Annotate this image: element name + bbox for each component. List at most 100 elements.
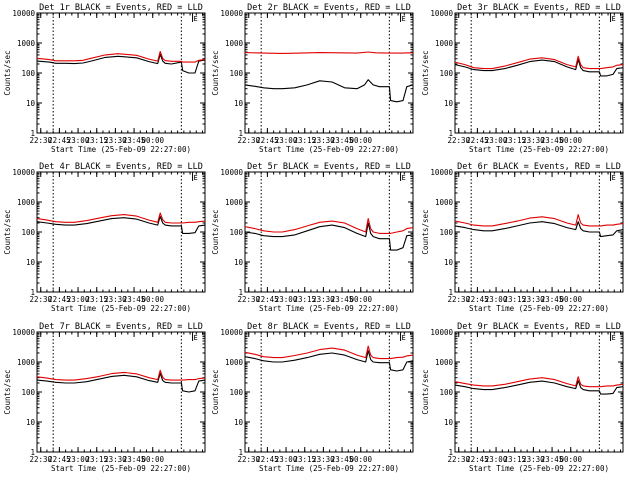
y-tick-label: 1000	[435, 358, 454, 367]
series-line-events	[36, 53, 206, 74]
x-tick-label: 23:15	[85, 136, 108, 145]
y-tick-label: 10	[444, 258, 454, 267]
flag-label: E	[194, 15, 198, 23]
x-tick-label: 23:45	[123, 136, 146, 145]
series-line-lld	[244, 218, 414, 234]
x-axis-label: Start Time (25-Feb-09 22:27:00)	[469, 464, 609, 473]
panel-det-6: Det 6r BLACK = Events, RED = LLD 1 10 100 10…	[421, 162, 624, 313]
x-tick-label: 22:30	[237, 136, 260, 145]
panel-title: Det 5r BLACK = Events, RED = LLD	[247, 162, 411, 172]
y-tick-label: 100	[21, 228, 35, 237]
x-axis-label: Start Time (25-Feb-09 22:27:00)	[51, 304, 191, 313]
y-tick-label: 10000	[430, 168, 453, 177]
y-axis-label: Counts/sec	[3, 209, 12, 254]
x-tick-label: 23:45	[541, 136, 564, 145]
flag-label: E	[612, 174, 616, 182]
x-tick-label: 00:00	[141, 136, 164, 145]
x-tick-label: 23:00	[67, 455, 90, 464]
x-tick-label: 00:00	[349, 295, 372, 304]
x-tick-label: 22:45	[466, 136, 489, 145]
y-tick-label: 1	[30, 448, 35, 457]
x-tick-label: 22:30	[447, 455, 470, 464]
panel-title: Det 4r BLACK = Events, RED = LLD	[39, 162, 203, 172]
x-tick-label: 22:30	[447, 295, 470, 304]
y-tick-label: 1	[30, 129, 35, 138]
x-tick-label: 00:00	[349, 455, 372, 464]
panel-det-8: Det 8r BLACK = Events, RED = LLD 1 10 100 10…	[211, 322, 414, 473]
panel-title: Det 2r BLACK = Events, RED = LLD	[247, 3, 411, 13]
panel-title: Det 3r BLACK = Events, RED = LLD	[457, 3, 621, 13]
y-tick-label: 1	[238, 129, 243, 138]
x-tick-label: 23:30	[522, 455, 545, 464]
y-tick-label: 10	[234, 99, 244, 108]
series-line-lld	[36, 50, 206, 63]
y-tick-label: 10000	[220, 328, 243, 337]
x-tick-label: 23:30	[312, 136, 335, 145]
x-tick-label: 00:00	[559, 136, 582, 145]
series-line-events	[454, 221, 624, 238]
plot-frame	[454, 12, 624, 134]
x-axis-label: Start Time (25-Feb-09 22:27:00)	[51, 464, 191, 473]
panel-title: Det 9r BLACK = Events, RED = LLD	[457, 322, 621, 332]
y-tick-label: 1000	[225, 358, 244, 367]
y-axis-label: Counts/sec	[211, 209, 220, 254]
flag-label: E	[402, 15, 406, 23]
series-line-events	[454, 380, 624, 395]
plot-frame	[244, 12, 414, 134]
y-tick-label: 1	[448, 288, 453, 297]
x-tick-label: 23:45	[123, 455, 146, 464]
y-tick-label: 100	[21, 388, 35, 397]
y-tick-label: 10	[26, 418, 36, 427]
y-tick-label: 10000	[12, 328, 35, 337]
x-tick-label: 23:15	[503, 136, 526, 145]
y-tick-label: 1000	[225, 198, 244, 207]
series-line-events	[36, 215, 206, 234]
plot-frame	[36, 12, 206, 134]
y-tick-label: 10000	[430, 328, 453, 337]
y-tick-label: 100	[229, 228, 243, 237]
series-line-lld	[36, 369, 206, 381]
panel-det-1: Det 1r BLACK = Events, RED = LLD 1 10 100 10…	[3, 3, 206, 154]
y-axis-label: Counts/sec	[3, 369, 12, 414]
x-tick-label: 23:45	[331, 455, 354, 464]
plot-frame	[244, 331, 414, 453]
series-line-lld	[454, 376, 624, 388]
y-tick-label: 100	[439, 388, 453, 397]
series-line-events	[244, 222, 414, 251]
x-axis-label: Start Time (25-Feb-09 22:27:00)	[51, 145, 191, 154]
flag-label: E	[194, 174, 198, 182]
y-tick-label: 1	[238, 448, 243, 457]
x-tick-label: 23:30	[522, 295, 545, 304]
y-tick-label: 100	[229, 69, 243, 78]
panel-det-3: Det 3r BLACK = Events, RED = LLD 1 10 100 10…	[421, 3, 624, 154]
plot-frame	[454, 331, 624, 453]
x-tick-label: 22:45	[256, 455, 279, 464]
y-tick-label: 100	[439, 228, 453, 237]
x-tick-label: 22:30	[29, 136, 52, 145]
y-tick-label: 1	[30, 288, 35, 297]
y-tick-label: 10000	[220, 9, 243, 18]
panel-det-4: Det 4r BLACK = Events, RED = LLD 1 10 100 10…	[3, 162, 206, 313]
series-line-lld	[244, 345, 414, 360]
x-tick-label: 23:00	[275, 455, 298, 464]
y-axis-label: Counts/sec	[421, 209, 430, 254]
panel-title: Det 1r BLACK = Events, RED = LLD	[39, 3, 203, 13]
y-tick-label: 100	[21, 69, 35, 78]
y-axis-label: Counts/sec	[421, 50, 430, 95]
x-tick-label: 23:00	[485, 136, 508, 145]
panel-det-2: Det 2r BLACK = Events, RED = LLD 1 10 100 10…	[211, 3, 414, 154]
series-line-events	[244, 79, 414, 103]
x-tick-label: 23:00	[275, 136, 298, 145]
panel-title: Det 7r BLACK = Events, RED = LLD	[39, 322, 203, 332]
y-tick-label: 10	[234, 418, 244, 427]
panel-det-7: Det 7r BLACK = Events, RED = LLD 1 10 100 10…	[3, 322, 206, 473]
panel-title: Det 6r BLACK = Events, RED = LLD	[457, 162, 621, 172]
x-tick-label: 22:30	[237, 295, 260, 304]
x-tick-label: 23:45	[123, 295, 146, 304]
y-tick-label: 100	[439, 69, 453, 78]
y-tick-label: 10	[26, 99, 36, 108]
flag-label: E	[612, 15, 616, 23]
x-tick-label: 22:45	[256, 295, 279, 304]
x-tick-label: 23:30	[104, 455, 127, 464]
